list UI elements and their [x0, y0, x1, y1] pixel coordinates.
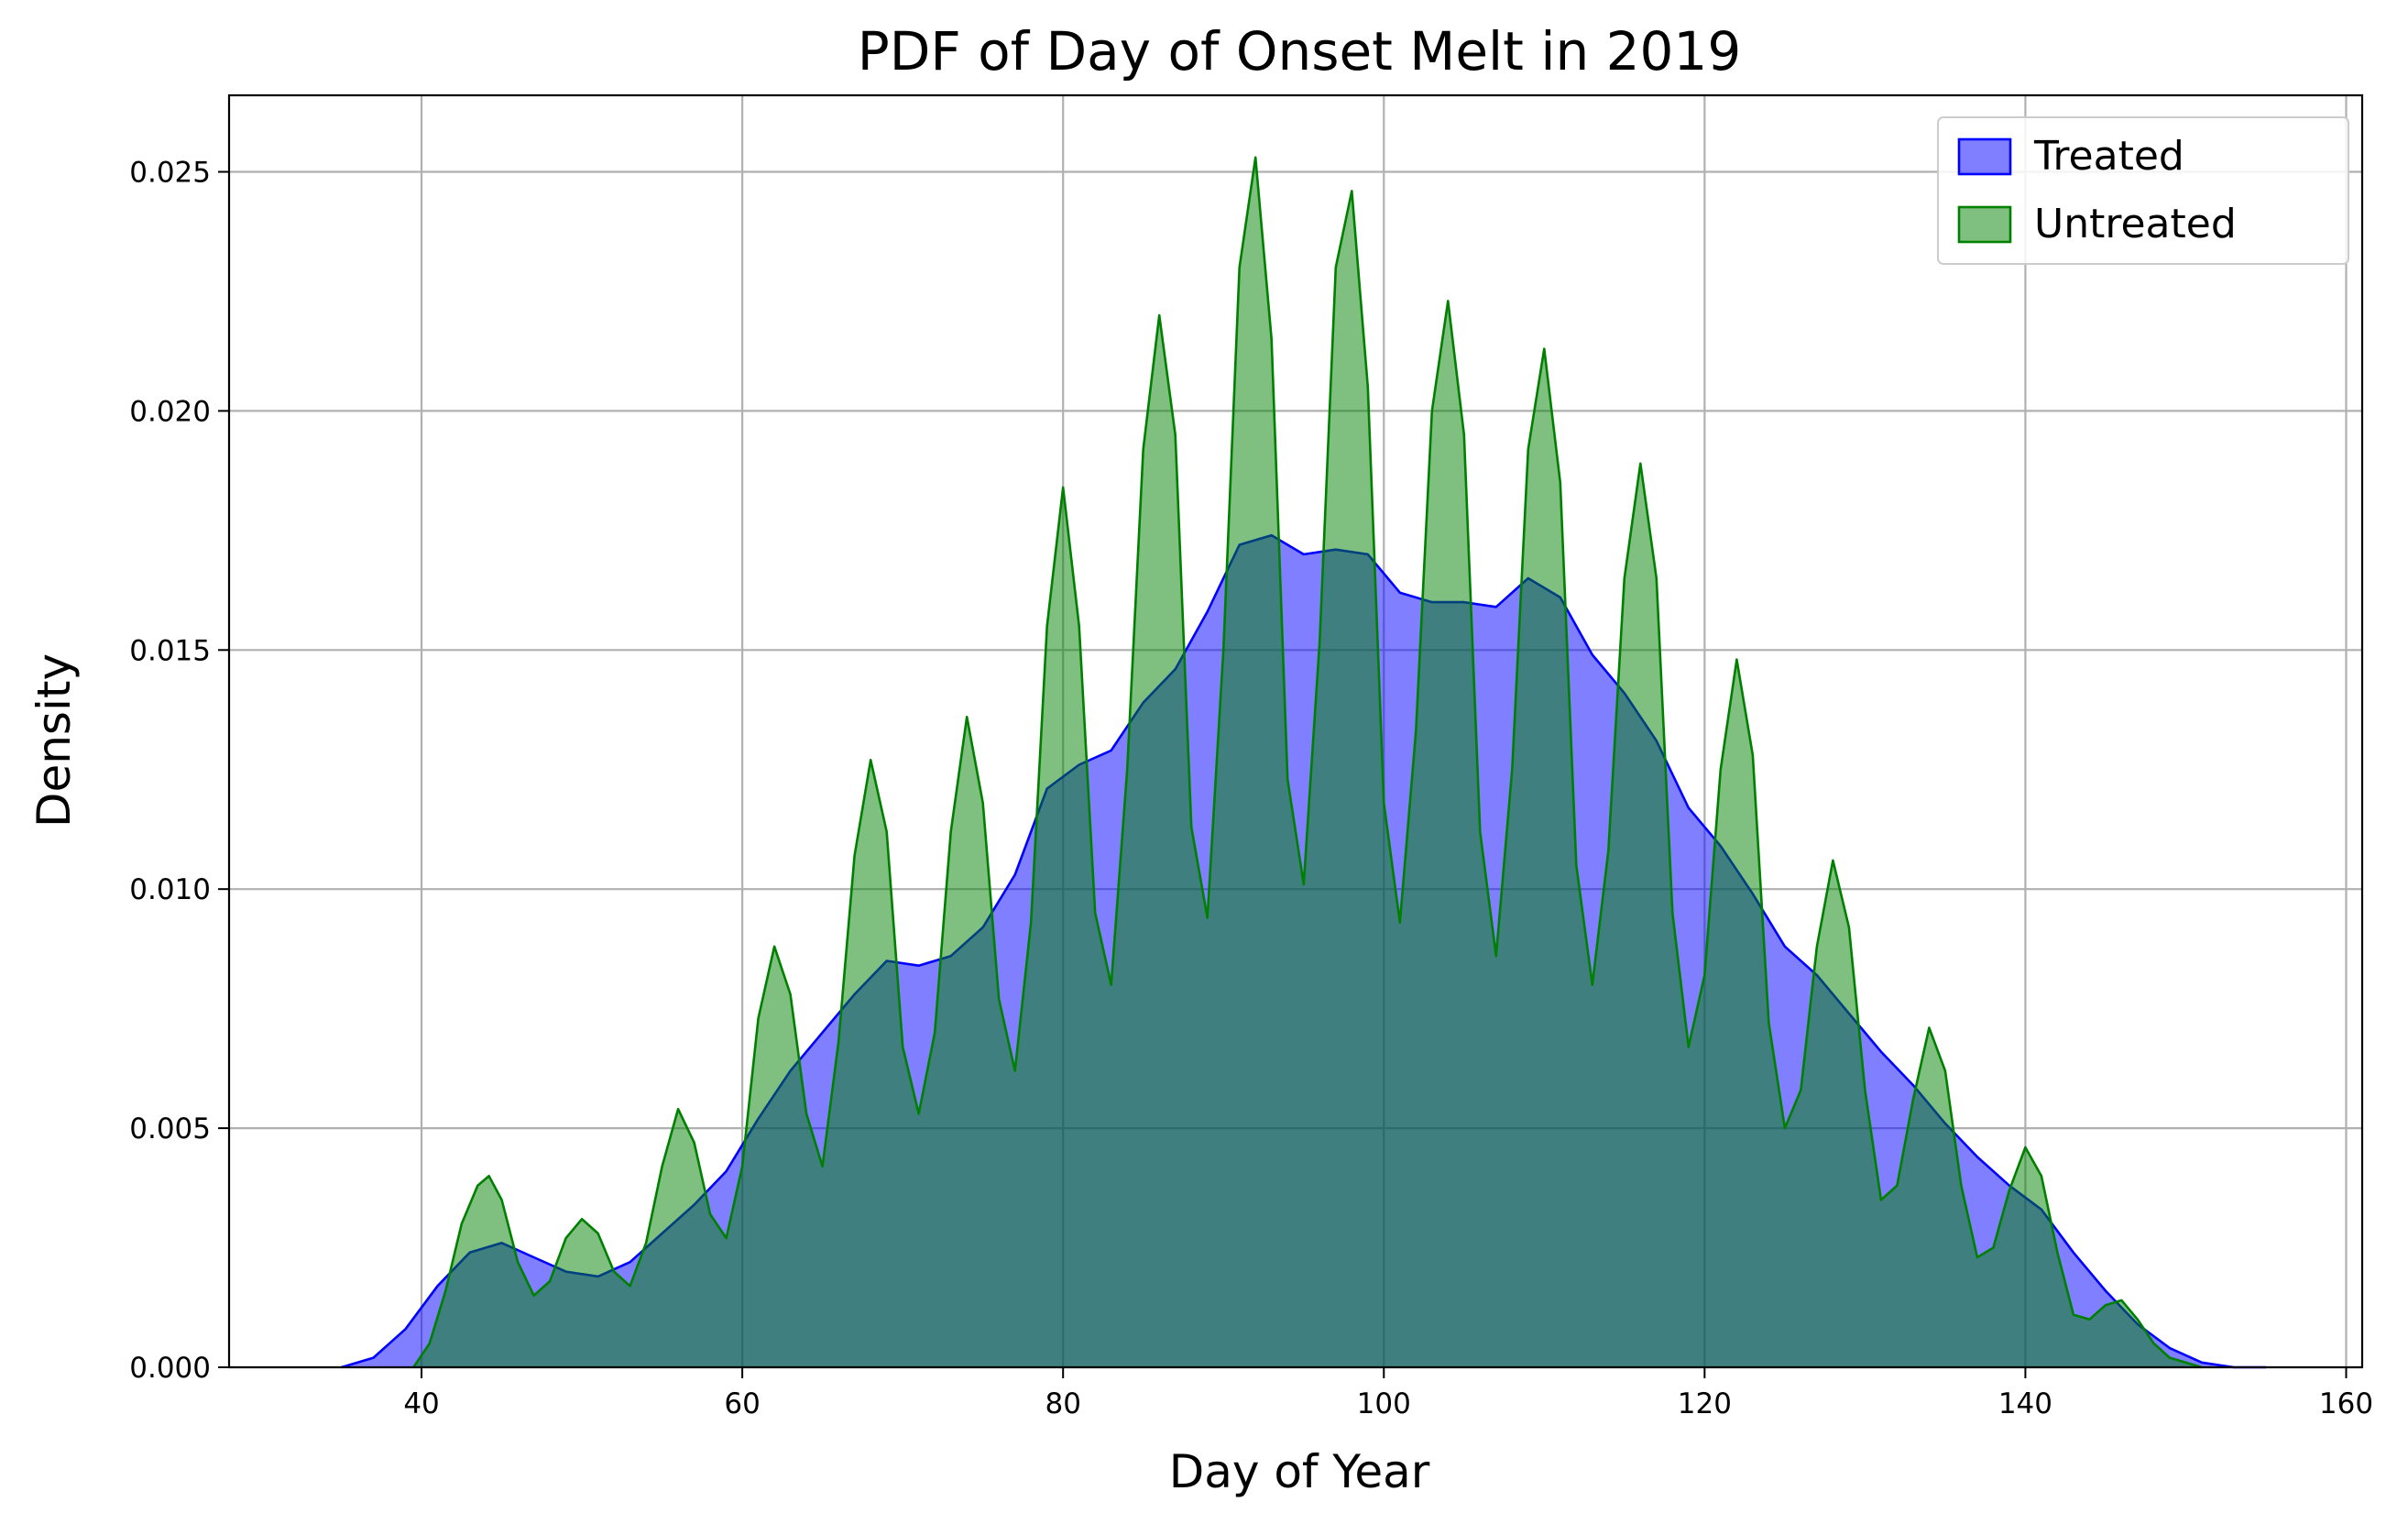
- y-tick-label: 0.000: [129, 1352, 211, 1385]
- y-tick-label: 0.010: [129, 873, 211, 906]
- x-tick-label: 100: [1357, 1387, 1411, 1420]
- y-axis-title: Density: [27, 653, 81, 828]
- x-tick-label: 40: [403, 1387, 439, 1420]
- series-area-untreated: [413, 157, 2202, 1367]
- legend-box: [1937, 116, 2349, 265]
- legend-swatch-untreated: [1957, 205, 2012, 244]
- legend-label-untreated: Untreated: [2034, 201, 2237, 247]
- chart-title: PDF of Day of Onset Melt in 2019: [858, 20, 1742, 82]
- legend-swatch-treated: [1957, 137, 2012, 176]
- x-tick-label: 140: [1998, 1387, 2052, 1420]
- series-line-untreated: [412, 156, 2203, 1369]
- x-tick-label: 60: [724, 1387, 760, 1420]
- x-tick-label: 120: [1678, 1387, 1732, 1420]
- y-tick-label: 0.025: [129, 156, 211, 189]
- ticks: 40 60 80 100 120 140 160 0.000 0.005 0.010 0.015 0.…: [129, 156, 2373, 1420]
- y-tick-label: 0.005: [129, 1113, 211, 1146]
- x-axis-title: Day of Year: [1169, 1445, 1430, 1498]
- y-tick-label: 0.020: [129, 395, 211, 428]
- plot-frame: [227, 93, 2364, 1369]
- x-tick-label: 160: [2319, 1387, 2373, 1420]
- legend: Treated Untreated: [1937, 116, 2349, 265]
- x-tick-label: 80: [1045, 1387, 1080, 1420]
- legend-label-treated: Treated: [2033, 133, 2184, 180]
- y-tick-label: 0.015: [129, 634, 211, 667]
- series-layer: [341, 156, 2266, 1369]
